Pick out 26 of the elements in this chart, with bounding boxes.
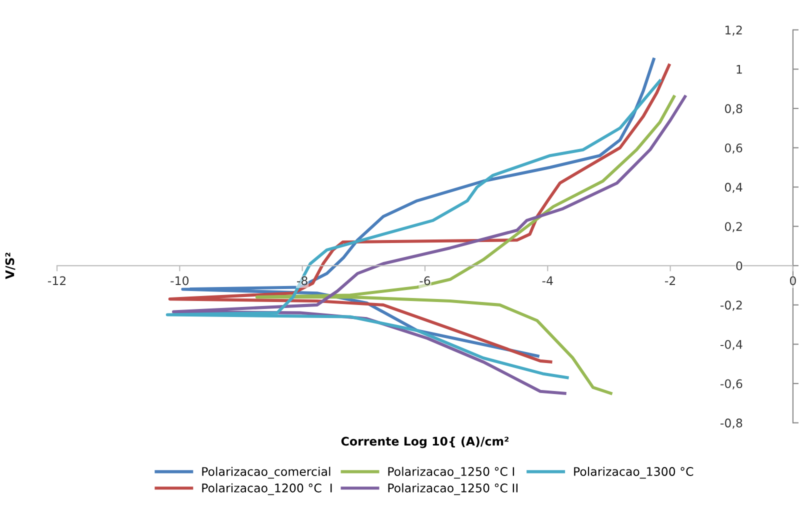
y-tick-label: 0,6 — [724, 143, 742, 154]
legend-label: Polarizacao_1250 °C I — [388, 466, 514, 479]
y-tick-label: 0,2 — [724, 222, 742, 232]
y-tick-label: -0,2 — [720, 300, 742, 311]
line-series — [255, 95, 676, 395]
legend-label: Polarizacao_1200 °C I — [202, 483, 332, 496]
x-tick-label: -10 — [170, 276, 189, 286]
legend-label: Polarizacao_1250 °C II — [388, 483, 518, 496]
y-tick-label: -0,8 — [720, 418, 742, 429]
y-tick-label: 0,4 — [724, 182, 742, 193]
y-tick-label: -0,6 — [720, 379, 742, 390]
x-tick-label: -6 — [420, 276, 430, 286]
legend-label: Polarizacao_1300 °C — [574, 466, 694, 479]
y-tick-label: 0 — [736, 261, 742, 270]
y-tick-label: -0,4 — [720, 340, 742, 350]
y-tick-label: 1,2 — [725, 26, 742, 36]
y-tick-label: 0,8 — [724, 104, 742, 114]
x-tick-label: -8 — [297, 276, 308, 286]
legend-label: Polarizacao_comercial — [202, 466, 330, 479]
x-tick-label: -2 — [664, 276, 676, 286]
y-tick-label: 1 — [736, 65, 742, 74]
y-axis-title: V/S² — [5, 252, 16, 280]
x-tick-label: -4 — [542, 276, 553, 286]
x-axis-title: Corrente Log 10{ (A)/cm² — [341, 436, 509, 448]
x-tick-label: 0 — [790, 276, 796, 286]
x-tick-label: -12 — [48, 276, 66, 286]
